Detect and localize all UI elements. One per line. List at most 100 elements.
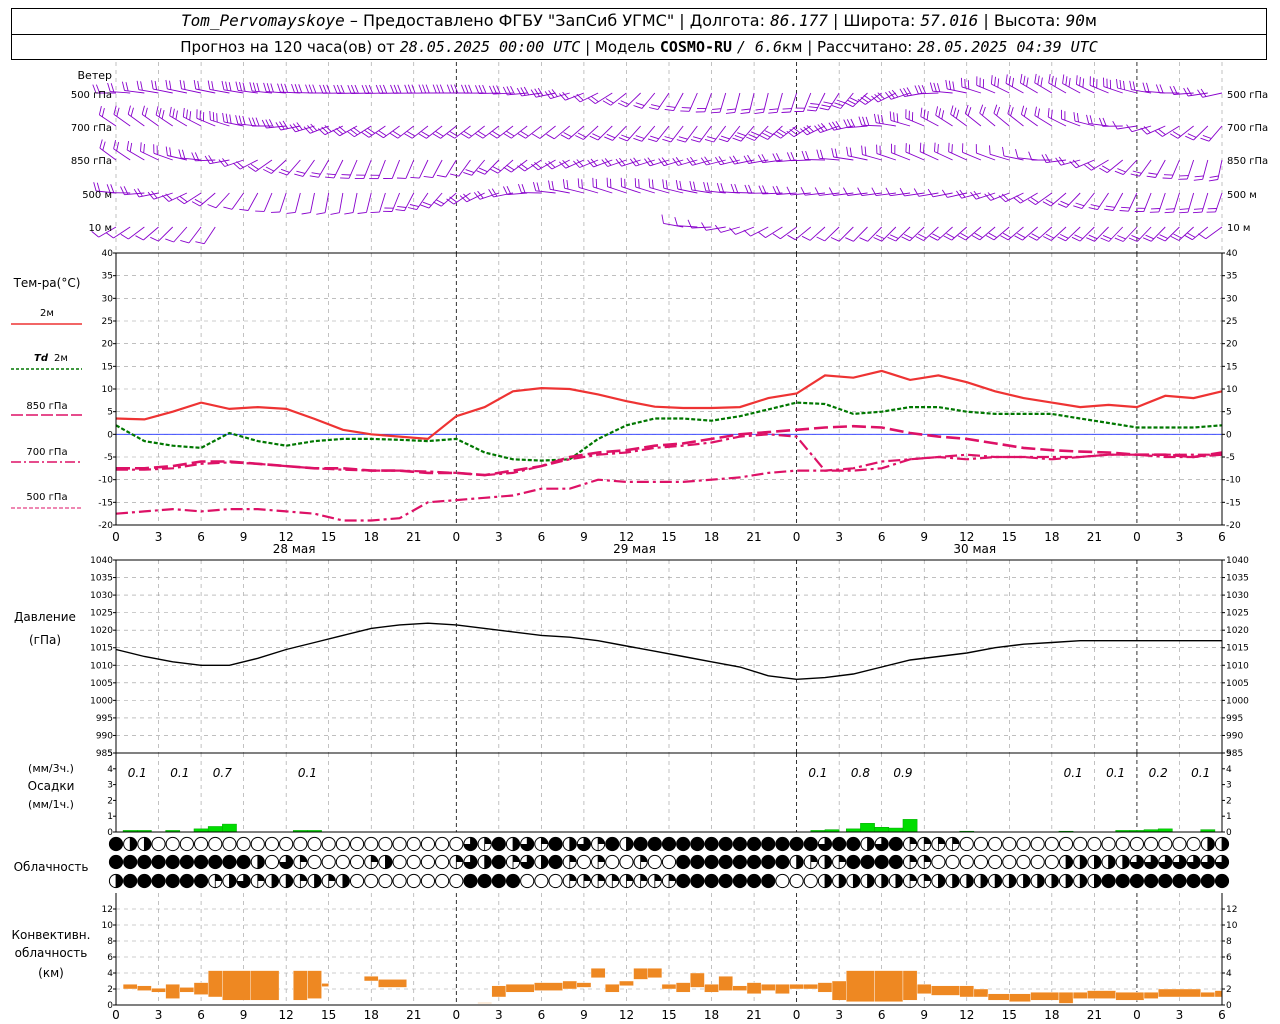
wind-barb: [970, 190, 996, 200]
wind-barb-feather: [390, 84, 395, 94]
wind-barb: [235, 81, 258, 94]
wind-barb: [255, 192, 273, 212]
cloud-symbol: [151, 873, 166, 889]
wind-barb-feather: [354, 84, 359, 94]
wind-barb-feather: [606, 133, 616, 139]
wind-barb-feather: [1100, 237, 1110, 242]
wind-barb-feather: [718, 156, 725, 165]
wind-barb-feather: [125, 82, 129, 92]
wind-barb-feather: [1019, 73, 1023, 83]
wind-barb-feather: [1045, 233, 1055, 239]
conv-hour-tick: 0: [452, 1008, 460, 1022]
wind-barb-shaft: [279, 192, 287, 213]
wind-barb-feather: [446, 133, 455, 139]
wind-barb-feather: [212, 112, 215, 122]
temp-hour-tick: 6: [1218, 530, 1226, 544]
wind-barb: [807, 92, 826, 112]
wind-barb-shaft: [263, 192, 273, 212]
wind-barb: [418, 125, 443, 139]
cloud-symbol: [264, 836, 280, 852]
cloud-symbol: [732, 836, 747, 852]
pressure-title: Давление: [14, 610, 76, 624]
wind-barb-feather: [432, 84, 437, 94]
wind-barb-feather: [1165, 208, 1175, 210]
latitude-value: 57.016: [920, 11, 979, 30]
wind-barb-feather: [411, 84, 416, 94]
wind-barb: [573, 159, 599, 168]
model-resolution: / 6.6: [736, 38, 783, 56]
wind-barb: [1015, 148, 1038, 161]
conv-tick-right: 12: [1226, 905, 1237, 915]
wind-barb-feather: [778, 128, 787, 135]
precip-unit-1h: (мм/1ч.): [28, 798, 74, 811]
cloud-symbol: [236, 854, 251, 870]
wind-barb: [704, 125, 727, 143]
day-label: 30 мая: [953, 542, 996, 556]
cloud-symbol: [647, 873, 662, 889]
wind-level-5: 10 м: [89, 223, 112, 234]
wind-barb-feather: [740, 112, 750, 115]
temp-tick-right: 35: [1226, 272, 1237, 282]
wind-barb: [178, 149, 202, 161]
wind-barb-feather: [1057, 236, 1066, 242]
wind-barb: [680, 92, 698, 112]
cloud-fill-full: [151, 874, 166, 888]
wind-barb: [107, 82, 131, 94]
wind-barb: [1041, 153, 1067, 164]
cloud-symbol: [1044, 873, 1059, 889]
conv-bar: [491, 985, 507, 998]
wind-barb-feather: [548, 160, 556, 168]
cloud-symbol: [165, 873, 180, 889]
temp-hour-tick: 21: [1087, 530, 1102, 544]
wind-barb-feather: [1073, 205, 1083, 210]
cloud-fill-partial: [342, 874, 350, 888]
cloud-fill-full: [166, 874, 180, 888]
wind-title: Ветер: [78, 69, 112, 82]
cloud-symbol: [179, 836, 194, 852]
cloud-symbol: [690, 854, 705, 870]
cloud-fill-partial: [796, 855, 804, 869]
wind-barb-feather: [915, 236, 924, 242]
cloud-circle: [349, 854, 365, 870]
cloud-circle: [406, 836, 421, 852]
conv-bar: [505, 984, 535, 993]
wind-barb-shaft: [1215, 192, 1223, 213]
wind-barb: [786, 125, 812, 138]
wind-barb-feather: [634, 178, 637, 188]
wind-barb-feather: [1208, 179, 1218, 182]
wind-barb-shaft: [780, 226, 797, 240]
cloud-symbol: [931, 873, 946, 889]
cloud-symbol: [293, 836, 308, 852]
wind-barb-feather: [890, 234, 899, 239]
wind-barb-feather: [357, 211, 367, 214]
conv-bar: [1030, 992, 1060, 1001]
wind-barb-feather: [208, 155, 214, 164]
conv-bar: [619, 980, 634, 986]
wind-barb-feather: [935, 106, 939, 116]
resolution-unit: км: [782, 38, 803, 56]
wind-barb-feather: [296, 122, 303, 130]
conv-tick-right: 2: [1226, 985, 1232, 995]
wind-barb: [1126, 124, 1152, 133]
wind-barb-feather: [235, 115, 239, 125]
wind-barb-shaft: [143, 226, 159, 241]
wind-barb-feather: [701, 222, 707, 231]
wind-barb: [316, 192, 330, 215]
wind-barb-feather: [877, 92, 885, 100]
legend-850-label: 850 гПа: [26, 401, 67, 412]
wind-barb-shaft: [539, 125, 556, 139]
conv-bar: [675, 982, 691, 993]
wind-barb: [689, 181, 712, 194]
temp-tick-left: -15: [98, 498, 113, 508]
pressure-tick-right: 1000: [1226, 696, 1249, 706]
cloud-circle: [1030, 836, 1045, 852]
cloud-symbol: [817, 873, 833, 889]
wind-barb-feather: [1140, 127, 1148, 135]
wind-barb-shaft: [247, 192, 259, 211]
cloud-circle: [520, 873, 535, 889]
wind-barb-feather: [176, 198, 185, 205]
wind-barb-feather: [488, 85, 494, 95]
temp-hour-tick: 6: [878, 530, 886, 544]
cloud-symbol: [449, 854, 464, 870]
wind-barb-feather: [420, 204, 430, 209]
